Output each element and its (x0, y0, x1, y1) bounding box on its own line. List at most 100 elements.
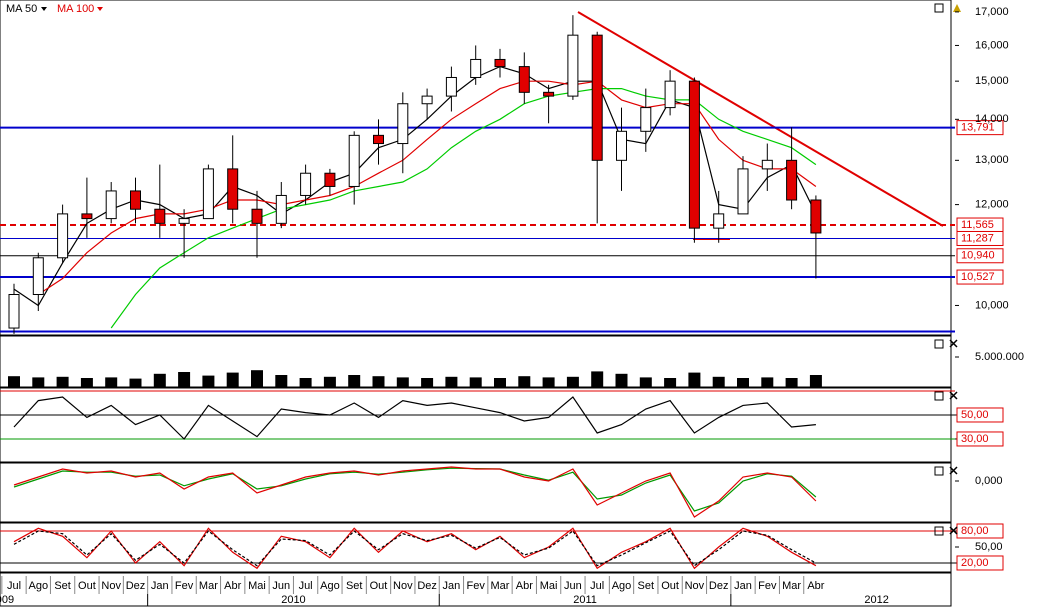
dropdown-arrow[interactable] (41, 7, 47, 11)
month-label: Nov (685, 580, 705, 592)
candle-body (445, 76, 457, 97)
month-label: Jan (151, 580, 169, 592)
candle-body (470, 58, 482, 78)
y-tick-label: 0,000 (975, 475, 1003, 487)
panel-frame (0, 522, 952, 573)
candle-body (130, 190, 141, 210)
candle-body (591, 34, 603, 161)
month-label: Mar (491, 580, 510, 592)
candle-body (737, 168, 749, 215)
y-tick-box (956, 523, 1004, 539)
volume-bar (8, 376, 20, 387)
candle-body (640, 107, 652, 132)
y-tick-label: 14,000 (975, 113, 1009, 125)
month-label: Fev (467, 580, 486, 592)
candle-body (202, 168, 214, 220)
volume-bar (80, 378, 93, 387)
month-label: Set (346, 580, 363, 592)
level-label-box (956, 248, 1004, 264)
series-line (13, 530, 817, 567)
month-label: Jul (7, 580, 21, 592)
candle-body (275, 194, 287, 224)
month-label: Abr (224, 580, 241, 592)
candle-body (810, 199, 822, 234)
level-label: 10,527 (961, 271, 995, 283)
y-tick-label: 80,00 (961, 525, 989, 537)
month-label: Abr (516, 580, 533, 592)
volume-bar (591, 371, 604, 387)
close-button[interactable] (949, 466, 958, 475)
close-button[interactable] (949, 526, 958, 535)
close-button[interactable] (949, 391, 958, 400)
candle-body (786, 159, 798, 201)
level-label-box (956, 269, 1004, 285)
volume-bar (712, 376, 725, 387)
volume-bar (421, 378, 434, 387)
month-label: Out (370, 580, 388, 592)
y-tick-label: 50,00 (975, 541, 1003, 553)
volume-bar (396, 377, 409, 387)
volume-bar (737, 378, 749, 387)
month-label: Fev (175, 580, 194, 592)
maximize-button[interactable] (934, 391, 944, 401)
month-label: Dez (126, 580, 146, 592)
maximize-button[interactable] (934, 3, 944, 13)
legend-ma100[interactable]: MA 100 (57, 3, 94, 15)
volume-bar (445, 376, 458, 387)
y-tick-label: 17,000 (975, 6, 1009, 18)
volume-bar (785, 378, 798, 387)
volume-bar (761, 377, 774, 387)
volume-bar (178, 372, 191, 387)
month-label: Jan (734, 580, 752, 592)
month-label: Nov (393, 580, 413, 592)
series-line (13, 466, 817, 518)
month-label: Jan (443, 580, 461, 592)
volume-bar (542, 377, 555, 387)
month-label: Ago (29, 580, 49, 592)
volume-bar (615, 373, 628, 387)
y-tick-label: 15,000 (975, 75, 1009, 87)
alert-icon[interactable] (953, 4, 961, 12)
month-label: Ago (320, 580, 340, 592)
candle-body (543, 91, 555, 97)
panel-controls (934, 3, 961, 13)
y-tick-box (956, 555, 1004, 571)
y-tick-label: 20,00 (961, 557, 989, 569)
close-button[interactable] (949, 339, 958, 348)
month-label: Dez (709, 580, 729, 592)
level-label: 13,791 (961, 122, 995, 134)
level-label-box (956, 230, 1004, 246)
legend-ma50[interactable]: MA 50 (6, 3, 37, 15)
maximize-button[interactable] (934, 526, 944, 536)
candle-body (8, 294, 20, 329)
year-label: 2012 (864, 594, 888, 606)
maximize-button[interactable] (934, 339, 944, 349)
volume-bar (469, 377, 482, 387)
month-label: Mai (540, 580, 558, 592)
month-label: Jun (564, 580, 582, 592)
candle-body (494, 58, 506, 68)
candle-body (105, 190, 117, 220)
volume-bar (494, 378, 506, 387)
candle-body (761, 159, 773, 170)
y-tick-label: 16,000 (975, 39, 1009, 51)
level-label: 11,565 (961, 219, 994, 231)
candle-body (616, 130, 627, 161)
dropdown-arrow[interactable] (97, 7, 103, 11)
y-tick-label: 50,00 (961, 409, 989, 421)
panel-frame (0, 0, 952, 336)
volume-bar (129, 378, 142, 387)
year-label: 2009 (0, 594, 14, 606)
candle-body (664, 80, 676, 109)
month-label: Nov (101, 580, 121, 592)
candle-body (567, 34, 579, 97)
volume-bar (372, 376, 385, 387)
panel-frame (0, 387, 952, 463)
panel-frame (0, 462, 952, 523)
volume-bar (32, 377, 45, 387)
candle-body (713, 213, 725, 229)
volume-bar (664, 378, 677, 387)
month-label: Jun (272, 580, 290, 592)
maximize-button[interactable] (934, 466, 944, 476)
